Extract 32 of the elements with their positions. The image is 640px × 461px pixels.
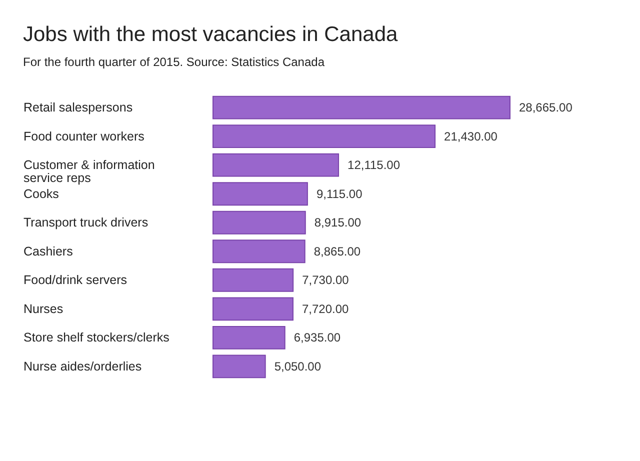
y-tick-label: Nurses [24,302,64,316]
y-tick-label: Store shelf stockers/clerks [24,330,170,345]
data-label: 8,865.00 [314,244,361,258]
y-tick-label: Nurse aides/orderlies [24,359,142,374]
y-tick-label: Customer & information service reps [24,158,155,186]
data-label: 21,430.00 [444,129,498,144]
data-label: 5,050.00 [274,359,322,374]
data-label: 6,935.00 [294,330,341,345]
bar [212,182,308,206]
y-tick-label: Food counter workers [24,129,144,144]
data-label: 7,720.00 [302,302,350,316]
y-tick-label: Cooks [24,186,59,201]
bar [212,326,286,350]
data-label: 7,730.00 [302,273,350,288]
y-tick-label: Transport truck drivers [24,216,148,230]
chart-subtitle: For the fourth quarter of 2015. Source: Statistics Canada [23,55,325,69]
bar [212,153,340,177]
data-label: 8,915.00 [314,216,362,230]
bar [212,268,294,292]
bar [212,354,266,378]
bar [212,210,306,234]
data-label: 12,115.00 [348,158,400,172]
bar [212,124,436,148]
chart-title: Jobs with the most vacancies in Canada [23,23,398,46]
data-label: 9,115.00 [316,186,363,201]
bar [212,297,294,321]
data-label: 28,665.00 [519,100,573,115]
bar [212,96,510,120]
y-tick-label: Cashiers [24,244,73,258]
y-tick-label: Retail salespersons [24,100,133,115]
bar [212,240,306,264]
y-tick-label: Food/drink servers [24,273,128,288]
